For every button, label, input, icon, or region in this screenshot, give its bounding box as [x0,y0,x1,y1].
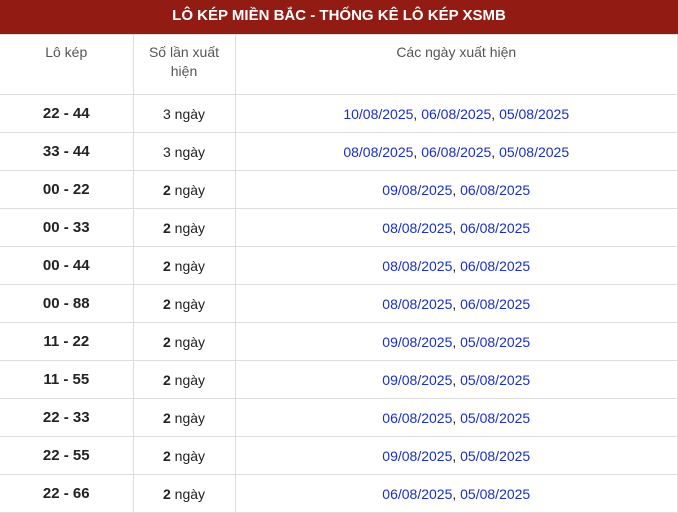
date-link[interactable]: 09/08/2025 [382,371,453,388]
date-link[interactable]: 06/08/2025 [460,295,531,312]
count-unit: ngày [174,485,206,502]
count-cell: 2 ngày [132,398,236,437]
count-cell: 2 ngày [132,246,236,285]
date-link[interactable]: 10/08/2025 [343,105,414,122]
table-row: 00 - 33 2 ngày 08/08/2025, 06/08/2025 [0,208,678,247]
count-cell: 2 ngày [132,436,236,475]
dates-cell: 08/08/2025, 06/08/2025 [234,208,678,247]
header-lo-kep: Lô kép [0,34,134,95]
date-link[interactable]: 06/08/2025 [460,257,531,274]
table-row: 22 - 33 2 ngày 06/08/2025, 05/08/2025 [0,398,678,437]
count-unit: ngày [174,105,206,122]
count-value: 2 [162,295,171,312]
date-link[interactable]: 05/08/2025 [460,485,531,502]
count-value: 2 [162,219,171,236]
count-unit: ngày [174,295,206,312]
count-cell: 3 ngày [132,94,236,133]
pair-cell: 22 - 66 [0,474,134,513]
pair-cell: 22 - 44 [0,94,134,133]
table-row: 11 - 55 2 ngày 09/08/2025, 05/08/2025 [0,360,678,399]
date-link[interactable]: 05/08/2025 [460,409,531,426]
count-value: 2 [162,485,171,502]
count-value: 3 [162,143,171,160]
count-unit: ngày [174,333,206,350]
date-link[interactable]: 05/08/2025 [499,105,570,122]
pair-cell: 00 - 44 [0,246,134,285]
dates-cell: 08/08/2025, 06/08/2025 [234,284,678,323]
count-value: 2 [162,333,171,350]
header-cac-ngay: Các ngày xuất hiện [234,34,678,95]
date-link[interactable]: 06/08/2025 [460,219,531,236]
count-unit: ngày [174,371,206,388]
pair-cell: 00 - 88 [0,284,134,323]
date-link[interactable]: 08/08/2025 [382,257,453,274]
dates-cell: 09/08/2025, 05/08/2025 [234,436,678,475]
dates-cell: 09/08/2025, 06/08/2025 [234,170,678,209]
count-value: 2 [162,409,171,426]
table-row: 22 - 44 3 ngày 10/08/2025, 06/08/2025, 05/… [0,94,678,133]
table-row: 00 - 88 2 ngày 08/08/2025, 06/08/2025 [0,284,678,323]
count-cell: 2 ngày [132,208,236,247]
page-title: LÔ KÉP MIỀN BẮC - THỐNG KÊ LÔ KÉP XSMB [0,0,678,34]
pair-cell: 22 - 33 [0,398,134,437]
count-value: 2 [162,181,171,198]
pair-cell: 11 - 55 [0,360,134,399]
count-unit: ngày [174,143,206,160]
count-cell: 2 ngày [132,474,236,513]
date-link[interactable]: 05/08/2025 [460,371,531,388]
date-link[interactable]: 08/08/2025 [382,295,453,312]
count-value: 3 [162,105,171,122]
table-row: 33 - 44 3 ngày 08/08/2025, 06/08/2025, 05/… [0,132,678,171]
count-value: 2 [162,257,171,274]
date-link[interactable]: 06/08/2025 [382,485,453,502]
date-link[interactable]: 08/08/2025 [343,143,414,160]
table-row: 22 - 66 2 ngày 06/08/2025, 05/08/2025 [0,474,678,513]
pair-cell: 11 - 22 [0,322,134,361]
dates-cell: 06/08/2025, 05/08/2025 [234,398,678,437]
date-link[interactable]: 06/08/2025 [421,105,492,122]
date-link[interactable]: 06/08/2025 [460,181,531,198]
pair-cell: 33 - 44 [0,132,134,171]
date-link[interactable]: 06/08/2025 [421,143,492,160]
date-link[interactable]: 06/08/2025 [382,409,453,426]
pair-cell: 00 - 33 [0,208,134,247]
table-row: 22 - 55 2 ngày 09/08/2025, 05/08/2025 [0,436,678,475]
count-unit: ngày [174,181,206,198]
date-link[interactable]: 05/08/2025 [460,447,531,464]
table-row: 00 - 22 2 ngày 09/08/2025, 06/08/2025 [0,170,678,209]
date-link[interactable]: 09/08/2025 [382,181,453,198]
header-so-lan: Số lần xuất hiện [132,34,236,95]
table-row: 11 - 22 2 ngày 09/08/2025, 05/08/2025 [0,322,678,361]
pair-cell: 22 - 55 [0,436,134,475]
dates-cell: 09/08/2025, 05/08/2025 [234,322,678,361]
date-link[interactable]: 09/08/2025 [382,333,453,350]
count-unit: ngày [174,257,206,274]
count-cell: 2 ngày [132,284,236,323]
date-link[interactable]: 08/08/2025 [382,219,453,236]
pair-cell: 00 - 22 [0,170,134,209]
count-unit: ngày [174,409,206,426]
table-row: 00 - 44 2 ngày 08/08/2025, 06/08/2025 [0,246,678,285]
dates-cell: 09/08/2025, 05/08/2025 [234,360,678,399]
count-value: 2 [162,371,171,388]
date-link[interactable]: 05/08/2025 [460,333,531,350]
count-cell: 2 ngày [132,322,236,361]
count-value: 2 [162,447,171,464]
table-header-row: Lô kép Số lần xuất hiện Các ngày xuất hi… [0,34,678,95]
count-cell: 3 ngày [132,132,236,171]
count-unit: ngày [174,219,206,236]
date-link[interactable]: 05/08/2025 [499,143,570,160]
dates-cell: 08/08/2025, 06/08/2025 [234,246,678,285]
lo-kep-table: Lô kép Số lần xuất hiện Các ngày xuất hi… [0,34,678,513]
count-unit: ngày [174,447,206,464]
dates-cell: 08/08/2025, 06/08/2025, 05/08/2025 [234,132,678,171]
dates-cell: 10/08/2025, 06/08/2025, 05/08/2025 [234,94,678,133]
date-link[interactable]: 09/08/2025 [382,447,453,464]
dates-cell: 06/08/2025, 05/08/2025 [234,474,678,513]
count-cell: 2 ngày [132,170,236,209]
count-cell: 2 ngày [132,360,236,399]
